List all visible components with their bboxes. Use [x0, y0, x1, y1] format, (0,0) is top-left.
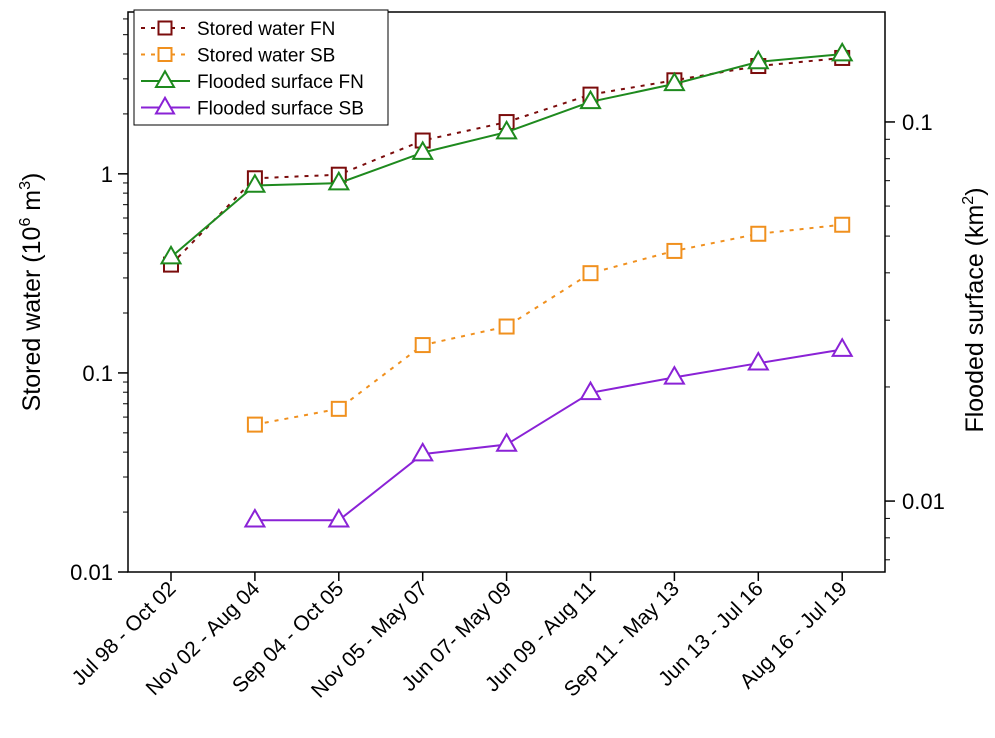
right-tick-label: 0.01 [902, 489, 945, 514]
stored-water-sb-point [750, 225, 767, 242]
right-axis: 0.01 0.1 [885, 110, 945, 561]
flooded-surface-sb-point [327, 508, 351, 528]
flooded-surface-sb-point [495, 432, 518, 452]
flooded-surface-fn-point [830, 41, 854, 62]
stored-water-sb-point [498, 318, 515, 335]
flooded-surface-sb-point [747, 350, 770, 371]
left-axis-title: Stored water (106 m3) [17, 173, 46, 412]
flooded-surface-fn-point [663, 71, 686, 92]
flooded-surface-fn-point [747, 49, 770, 70]
stored-water-sb-point [582, 265, 599, 282]
stored-water-sb-point [834, 216, 851, 233]
flooded-surface-sb-line [254, 348, 843, 522]
flooded-surface-sb-point [830, 337, 854, 357]
flooded-surface-fn-point [243, 173, 267, 193]
stored-water-sb-series [246, 216, 851, 433]
right-tick-label: 0.1 [902, 110, 933, 135]
legend-label-stored-water-sb: Stored water SB [197, 46, 335, 67]
left-tick-label: 1 [101, 162, 113, 187]
flooded-surface-sb-series [243, 337, 854, 528]
left-tick-label: 0.01 [70, 560, 113, 585]
left-axis: 0.01 0.1 1 [70, 18, 128, 585]
legend-box [133, 9, 389, 126]
legend-marker-stored-water-fn [157, 20, 173, 36]
flooded-surface-fn-point [159, 244, 183, 265]
flooded-surface-fn-point [327, 170, 351, 191]
flooded-surface-fn-point [495, 119, 518, 140]
legend-marker-flooded-surface-sb [154, 95, 176, 115]
flooded-surface-sb-point [411, 441, 434, 462]
series-layer [159, 41, 854, 528]
legend-label-flooded-surface-fn: Flooded surface FN [197, 72, 364, 93]
legend-marker-stored-water-sb [157, 47, 173, 62]
stored-water-sb-point [246, 416, 263, 433]
left-tick-label: 0.1 [82, 361, 113, 386]
stored-water-sb-point [330, 400, 347, 417]
stored-water-sb-line [254, 223, 843, 426]
stored-water-sb-point [414, 337, 431, 354]
flooded-surface-sb-point [663, 365, 686, 385]
legend-marker-flooded-surface-fn [154, 69, 176, 88]
legend-label-flooded-surface-sb: Flooded surface SB [197, 99, 364, 120]
flooded-surface-fn-point [579, 89, 602, 110]
flooded-surface-fn-point [411, 140, 434, 160]
legend-label-stored-water-fn: Stored water FN [197, 19, 335, 40]
right-axis-title: Flooded surface (km2) [960, 187, 989, 432]
flooded-surface-fn-series [159, 41, 854, 265]
flooded-surface-sb-point [579, 380, 602, 401]
legend: Stored water FN Stored water SB Flooded su… [133, 9, 389, 126]
stored-water-sb-point [666, 242, 683, 259]
flooded-surface-sb-point [243, 508, 267, 528]
